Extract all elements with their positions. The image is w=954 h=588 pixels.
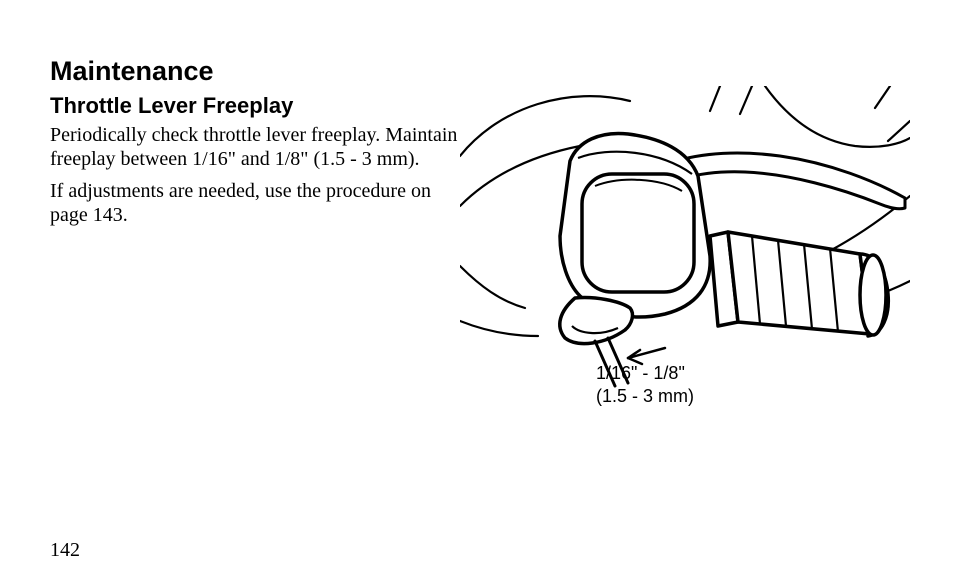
page-title: Maintenance	[50, 56, 904, 87]
caption-line-2: (1.5 - 3 mm)	[596, 385, 826, 408]
paragraph-1: Periodically check throttle lever freepl…	[50, 123, 460, 171]
manual-page: Maintenance Throttle Lever Freeplay Peri…	[0, 0, 954, 588]
caption-line-1: 1/16" - 1/8"	[596, 362, 826, 385]
paragraph-2: If adjustments are needed, use the proce…	[50, 179, 460, 227]
illustration-caption: 1/16" - 1/8" (1.5 - 3 mm)	[596, 362, 826, 407]
page-number: 142	[50, 539, 80, 562]
